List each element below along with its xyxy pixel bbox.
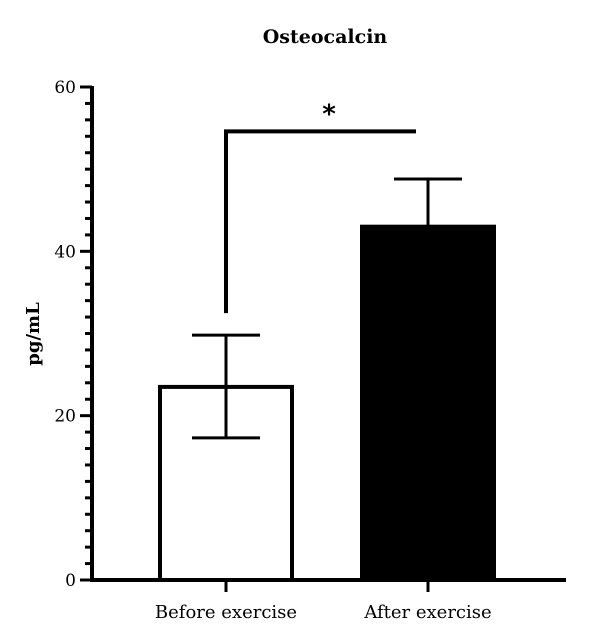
significance-bracket bbox=[224, 129, 416, 314]
y-tick-label: 20 bbox=[54, 407, 76, 427]
x-tick-label: Before exercise bbox=[155, 602, 297, 623]
y-tick-label: 40 bbox=[54, 242, 76, 262]
significance-annotation: * bbox=[224, 99, 416, 314]
significance-star: * bbox=[322, 99, 336, 129]
bars bbox=[158, 177, 496, 583]
y-tick-label: 0 bbox=[65, 571, 76, 591]
y-tick-label: 60 bbox=[54, 78, 76, 98]
chart-title: Osteocalcin bbox=[263, 26, 388, 48]
bar-after-exercise bbox=[360, 224, 496, 583]
y-axis-label: pg/mL bbox=[23, 302, 44, 366]
x-tick-label: After exercise bbox=[363, 602, 491, 623]
